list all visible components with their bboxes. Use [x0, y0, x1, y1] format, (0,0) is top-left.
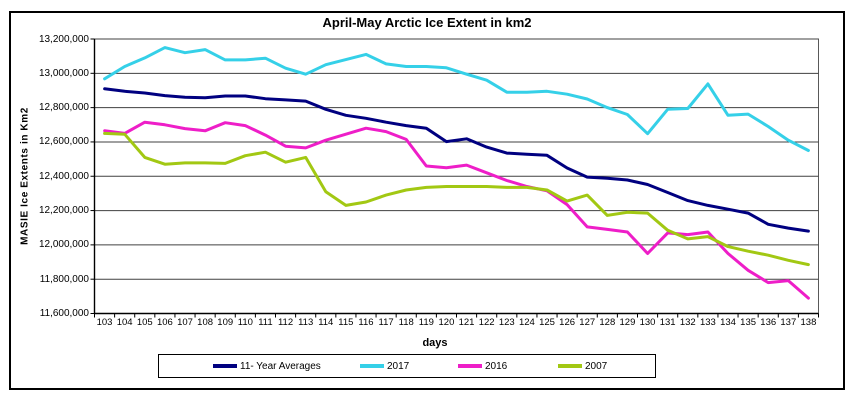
legend-item: 2007 — [558, 355, 607, 377]
series-line-2017 — [103, 46, 810, 152]
y-tick-label: 12,800,000 — [38, 102, 89, 114]
y-tick-label: 12,200,000 — [38, 205, 89, 217]
chart-plot — [90, 38, 819, 318]
legend-label: 2007 — [585, 360, 608, 372]
chart-frame: April-May Arctic Ice Extent in km2 MASIE… — [9, 11, 845, 390]
x-tick-label: 119 — [418, 317, 434, 328]
x-tick-label: 129 — [619, 317, 636, 328]
x-tick-label: 130 — [639, 317, 656, 328]
x-tick-label: 116 — [358, 317, 374, 328]
x-tick-label: 126 — [559, 317, 576, 328]
legend-swatch-icon — [213, 364, 237, 368]
x-tick-label: 132 — [679, 317, 696, 328]
x-tick-label: 122 — [478, 317, 495, 328]
x-tick-label: 133 — [699, 317, 716, 328]
x-tick-label: 127 — [579, 317, 596, 328]
legend-swatch-icon — [558, 364, 582, 368]
y-tick-label: 12,600,000 — [38, 136, 89, 148]
series-line-11-year-averages — [103, 87, 810, 233]
x-tick-label: 121 — [458, 317, 475, 328]
x-tick-label: 136 — [760, 317, 777, 328]
legend-label: 2016 — [485, 360, 508, 372]
chart-title: April-May Arctic Ice Extent in km2 — [322, 15, 532, 30]
legend-label: 11- Year Averages — [240, 360, 321, 372]
x-tick-label: 134 — [720, 317, 736, 328]
series-line-2007 — [103, 131, 810, 267]
x-tick-label: 124 — [518, 317, 535, 328]
legend: 11- Year Averages 2017 2016 2007 — [158, 354, 656, 378]
legend-swatch-icon — [360, 364, 384, 368]
x-tick-label: 110 — [237, 317, 253, 328]
legend-label: 2017 — [387, 360, 410, 372]
x-tick-label: 107 — [177, 317, 193, 328]
x-tick-label: 117 — [378, 317, 394, 328]
x-tick-label: 105 — [136, 317, 153, 328]
x-tick-label: 118 — [398, 317, 414, 328]
y-tick-label: 13,000,000 — [38, 67, 89, 79]
y-tick-label: 12,400,000 — [38, 170, 89, 182]
x-tick-label: 103 — [96, 317, 113, 328]
x-tick-label: 123 — [498, 317, 515, 328]
x-tick-label: 112 — [277, 317, 294, 328]
x-tick-label: 135 — [740, 317, 757, 328]
y-tick-label: 13,200,000 — [38, 33, 89, 45]
x-tick-label: 108 — [197, 317, 214, 328]
x-tick-label: 120 — [438, 317, 455, 328]
x-tick-label: 109 — [217, 317, 234, 328]
x-tick-label: 114 — [318, 317, 334, 328]
legend-item: 2017 — [360, 355, 409, 377]
legend-item: 2016 — [458, 355, 507, 377]
x-tick-label: 111 — [258, 317, 273, 328]
x-tick-label: 115 — [338, 317, 354, 328]
x-tick-label: 137 — [780, 317, 797, 328]
y-tick-label: 11,600,000 — [39, 308, 89, 319]
x-tick-label: 106 — [156, 317, 173, 328]
x-tick-label: 138 — [800, 317, 817, 328]
x-tick-label: 125 — [539, 317, 555, 328]
legend-item: 11- Year Averages — [213, 355, 321, 377]
x-tick-label: 104 — [116, 317, 133, 328]
series-line-2016 — [103, 120, 810, 300]
legend-swatch-icon — [458, 364, 482, 368]
x-tick-label: 131 — [659, 317, 676, 328]
x-tick-label: 128 — [599, 317, 616, 328]
x-axis-title: days — [422, 337, 448, 349]
x-tick-label: 113 — [298, 317, 314, 328]
y-tick-label: 11,800,000 — [39, 273, 89, 285]
y-tick-label: 12,000,000 — [38, 239, 89, 251]
